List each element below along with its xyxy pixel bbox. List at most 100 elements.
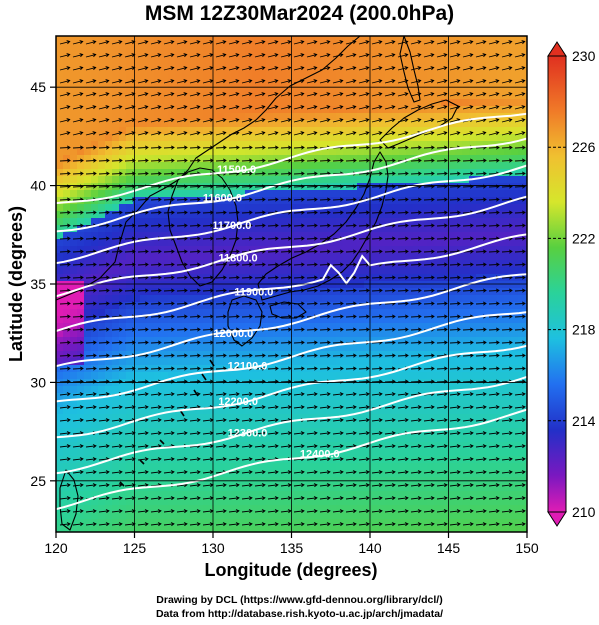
heatmap-cell — [504, 351, 512, 359]
heatmap-cell — [182, 141, 190, 149]
heatmap-cell — [364, 414, 372, 422]
heatmap-cell — [343, 197, 351, 205]
heatmap-cell — [399, 442, 407, 450]
heatmap-cell — [112, 92, 120, 100]
heatmap-cell — [511, 323, 519, 331]
heatmap-cell — [189, 526, 197, 532]
heatmap-cell — [112, 64, 120, 72]
heatmap-cell — [203, 127, 211, 135]
heatmap-cell — [210, 274, 218, 282]
heatmap-cell — [357, 491, 365, 499]
heatmap-cell — [504, 57, 512, 65]
heatmap-cell — [70, 204, 78, 212]
heatmap-cell — [476, 197, 484, 205]
heatmap-cell — [392, 316, 400, 324]
heatmap-cell — [490, 57, 498, 65]
heatmap-cell — [434, 442, 442, 450]
heatmap-cell — [427, 351, 435, 359]
heatmap-cell — [343, 232, 351, 240]
heatmap-cell — [378, 407, 386, 415]
heatmap-cell — [525, 169, 527, 177]
heatmap-cell — [483, 92, 491, 100]
heatmap-cell — [203, 99, 211, 107]
heatmap-cell — [357, 449, 365, 457]
heatmap-cell — [511, 358, 519, 366]
heatmap-cell — [392, 519, 400, 527]
heatmap-cell — [168, 43, 176, 51]
heatmap-cell — [147, 456, 155, 464]
heatmap-cell — [483, 484, 491, 492]
heatmap-cell — [287, 127, 295, 135]
heatmap-cell — [413, 106, 421, 114]
heatmap-cell — [497, 85, 505, 93]
heatmap-cell — [56, 50, 64, 58]
heatmap-cell — [315, 267, 323, 275]
heatmap-cell — [441, 99, 449, 107]
heatmap-cell — [420, 141, 428, 149]
heatmap-cell — [336, 176, 344, 184]
heatmap-cell — [189, 148, 197, 156]
heatmap-cell — [455, 85, 463, 93]
wind-arrow — [163, 92, 175, 97]
heatmap-cell — [399, 351, 407, 359]
heatmap-cell — [371, 400, 379, 408]
heatmap-cell — [77, 36, 85, 44]
heatmap-cell — [441, 372, 449, 380]
heatmap-cell — [196, 295, 204, 303]
heatmap-cell — [189, 162, 197, 170]
wind-arrow — [98, 53, 110, 58]
heatmap-cell — [266, 99, 274, 107]
heatmap-cell — [126, 281, 134, 289]
chart-title: MSM 12Z30Mar2024 (200.0hPa) — [144, 2, 455, 25]
heatmap-cell — [56, 218, 64, 226]
heatmap-cell — [441, 498, 449, 506]
heatmap-cell — [301, 519, 309, 527]
heatmap-cell — [476, 316, 484, 324]
heatmap-cell — [203, 260, 211, 268]
heatmap-cell — [385, 358, 393, 366]
heatmap-cell — [490, 470, 498, 478]
heatmap-cell — [252, 120, 260, 128]
heatmap-cell — [427, 169, 435, 177]
heatmap-cell — [84, 176, 92, 184]
heatmap-cell — [63, 386, 71, 394]
heatmap-cell — [161, 463, 169, 471]
heatmap-cell — [441, 204, 449, 212]
heatmap-cell — [119, 113, 127, 121]
heatmap-cell — [385, 50, 393, 58]
heatmap-cell — [112, 99, 120, 107]
heatmap-cell — [182, 71, 190, 79]
heatmap-cell — [350, 295, 358, 303]
heatmap-cell — [196, 176, 204, 184]
heatmap-cell — [84, 190, 92, 198]
heatmap-cell — [441, 323, 449, 331]
heatmap-cell — [224, 344, 232, 352]
heatmap-cell — [504, 407, 512, 415]
heatmap-cell — [308, 288, 316, 296]
heatmap-cell — [343, 302, 351, 310]
heatmap-cell — [518, 295, 526, 303]
heatmap-cell — [434, 421, 442, 429]
heatmap-cell — [364, 288, 372, 296]
heatmap-cell — [441, 309, 449, 317]
heatmap-cell — [350, 449, 358, 457]
heatmap-cell — [98, 484, 106, 492]
heatmap-cell — [490, 295, 498, 303]
heatmap-cell — [273, 134, 281, 142]
heatmap-cell — [91, 85, 99, 93]
heatmap-cell — [245, 246, 253, 254]
heatmap-cell — [231, 344, 239, 352]
heatmap-cell — [490, 484, 498, 492]
heatmap-cell — [273, 120, 281, 128]
heatmap-cell — [168, 36, 176, 44]
heatmap-cell — [280, 120, 288, 128]
heatmap-cell — [273, 176, 281, 184]
heatmap-cell — [119, 176, 127, 184]
heatmap-cell — [140, 260, 148, 268]
heatmap-cell — [357, 407, 365, 415]
heatmap-cell — [413, 400, 421, 408]
heatmap-cell — [434, 141, 442, 149]
heatmap-cell — [70, 85, 78, 93]
heatmap-cell — [399, 190, 407, 198]
heatmap-cell — [455, 225, 463, 233]
